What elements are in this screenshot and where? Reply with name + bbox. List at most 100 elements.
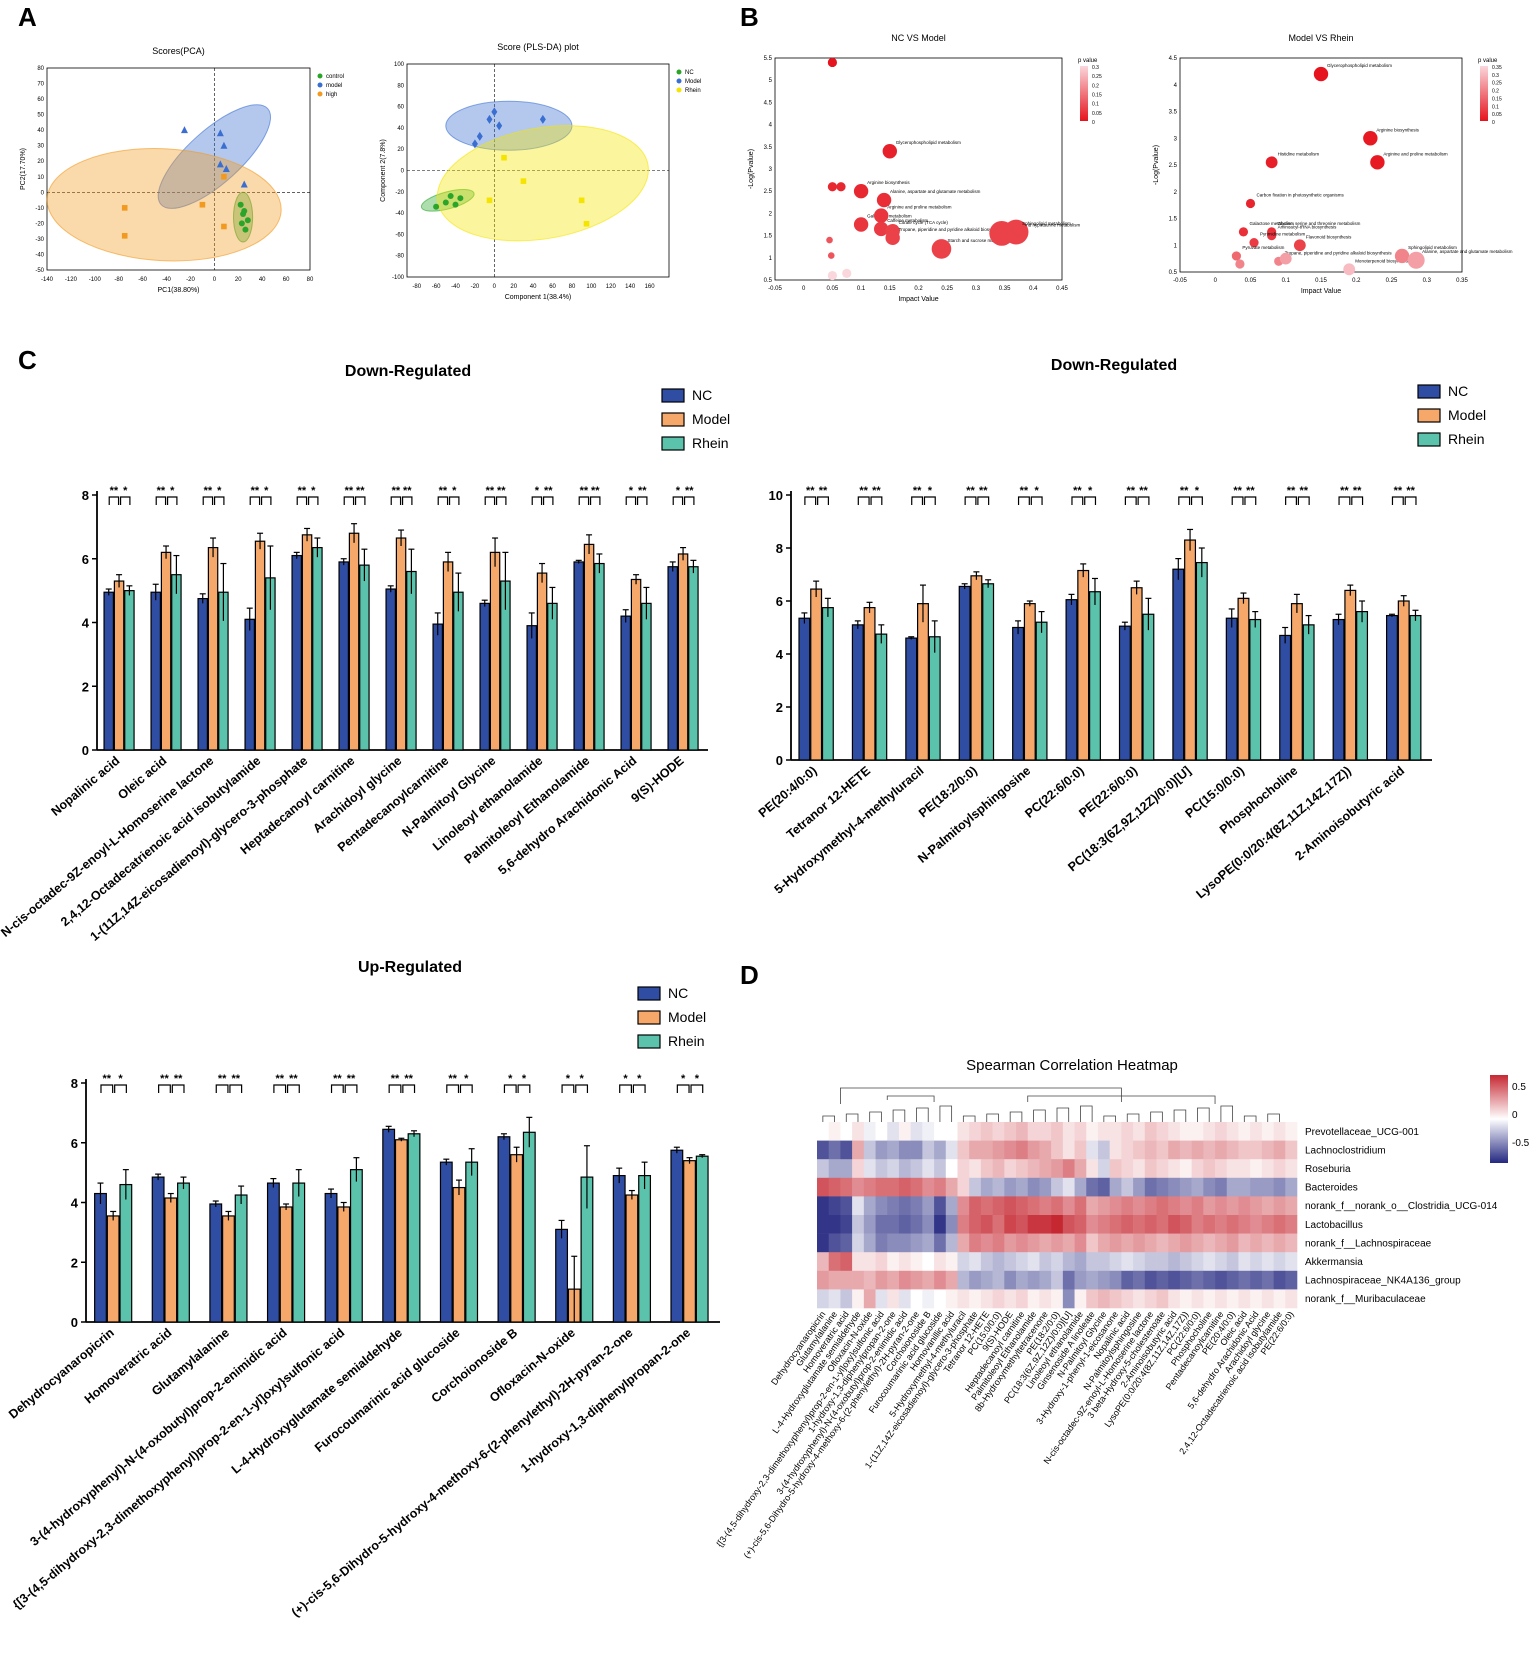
heatmap-cell-8-36 (1238, 1270, 1251, 1290)
bars-up-sig-label-2-0: ** (218, 1073, 227, 1085)
heatmap-cell-5-28 (1144, 1215, 1157, 1234)
bars-down-2-sig-label-11-0: ** (1394, 485, 1403, 497)
bubble-nc-model-xtick-5: 0.2 (914, 286, 923, 292)
heatmap-cell-9-11 (945, 1289, 958, 1309)
heatmap-cell-0-11 (945, 1122, 958, 1141)
heatmap-cell-8-15 (992, 1270, 1005, 1290)
heatmap-cell-4-3 (852, 1196, 865, 1216)
bars-down-1-sig-label-11-1: ** (638, 485, 647, 497)
heatmap-cell-5-12 (957, 1215, 970, 1234)
bubble-model-rhein-bubble-1 (1363, 131, 1378, 146)
heatmap-cell-0-19 (1039, 1122, 1052, 1141)
plsda-point-1-3 (496, 121, 503, 131)
pca-ytick-1: -40 (35, 252, 44, 258)
heatmap-cell-7-40 (1285, 1252, 1298, 1272)
bars-down-2-sig-label-6-0: ** (1126, 485, 1135, 497)
bubble-model-rhein-bubble-label-8: Pyrimidine metabolism (1260, 232, 1306, 237)
bars-down-1-legend-swatch-1 (661, 412, 685, 427)
bubble-model-rhein-bubble-7 (1267, 231, 1277, 241)
bubble-model-rhein-bubble-15 (1394, 248, 1410, 264)
heatmap-cell-0-31 (1179, 1122, 1192, 1141)
heatmap-row-label-5: Lactobacillus (1305, 1220, 1363, 1231)
heatmap-cell-1-15 (992, 1140, 1005, 1160)
bars-up-bar-1-0 (151, 1176, 165, 1323)
heatmap-cell-5-22 (1074, 1215, 1087, 1234)
bars-up-sig-bracket-6-0 (446, 1084, 460, 1093)
heatmap-cell-1-40 (1285, 1140, 1298, 1160)
plsda-legend-label-1: Model (685, 79, 701, 85)
bars-down-2-legend-swatch-2 (1417, 432, 1441, 447)
heatmap-cell-9-0 (817, 1289, 830, 1309)
bars-down-1-sig-bracket-12-1 (683, 496, 695, 505)
bars-down-2-bar-11-1 (1397, 600, 1410, 761)
bubble-model-rhein-bubble-9 (1293, 239, 1306, 252)
heatmap-row-label-7: Akkermansia (1305, 1257, 1363, 1268)
heatmap-cell-0-20 (1051, 1122, 1064, 1141)
bars-up-bar-6-1 (452, 1186, 466, 1323)
bubble-nc-model-bubble-14 (826, 236, 833, 244)
pca-ytick-7: 20 (37, 159, 44, 165)
bars-down-2-bar-3-1 (970, 575, 983, 761)
bars-down-1-ytick-4: 8 (82, 488, 89, 503)
bars-down-1-sig-label-8-1: ** (497, 485, 506, 497)
bubble-model-rhein-xlabel: Impact Value (1301, 288, 1341, 295)
bars-up-sig-label-1-0: ** (160, 1073, 169, 1085)
bars-up-sig-bracket-9-0 (619, 1084, 632, 1093)
bars-down-2-sig-bracket-9-0 (1285, 496, 1297, 505)
bars-down-2-bar-0-0 (798, 617, 811, 761)
bars-down-1-sig-label-6-0: ** (392, 485, 401, 497)
bars-down-1-bar-3-0 (244, 618, 255, 751)
bars-down-2-sig-bracket-2-0 (911, 496, 924, 505)
bars-down-2-bar-11-0 (1385, 614, 1398, 761)
pca-xlabel: PC1(38.80%) (157, 287, 199, 294)
bars-down-1-bar-4-2 (312, 546, 323, 751)
bars-down-1-sig-label-11-0: * (629, 485, 634, 497)
bubble-nc-model-bubble-label-6: Galactose metabolism (867, 214, 912, 219)
heatmap-cell-9-28 (1144, 1289, 1157, 1309)
bars-down-1-sig-bracket-3-1 (260, 496, 272, 505)
bars-up-sig-bracket-7-0 (503, 1084, 517, 1093)
pca-point-2-1 (121, 233, 128, 239)
heatmap-cell-0-24 (1097, 1122, 1110, 1141)
heatmap-cell-4-33 (1203, 1196, 1216, 1216)
bars-down-2-bar-6-1 (1130, 587, 1143, 761)
heatmap-cell-9-9 (922, 1289, 935, 1309)
heatmap-cell-4-28 (1144, 1196, 1157, 1216)
bars-up-bar-2-0 (209, 1203, 223, 1323)
heatmap-cell-3-39 (1273, 1177, 1286, 1197)
bars-down-1-bar-10-0 (573, 561, 584, 751)
pca-xtick-0: -140 (41, 277, 54, 283)
bars-up-sig-label-9-1: * (637, 1073, 642, 1085)
bars-down-1-sig-label-12-0: * (676, 485, 681, 497)
heatmap-cell-0-15 (992, 1122, 1005, 1141)
heatmap-cell-6-14 (980, 1233, 993, 1253)
bars-up-sig-bracket-9-1 (632, 1084, 646, 1093)
heatmap-cell-4-16 (1004, 1196, 1017, 1216)
heatmap-cell-1-32 (1191, 1140, 1204, 1160)
pca-point-1-2 (220, 141, 228, 149)
pca-legend-label-1: model (326, 83, 342, 89)
bubble-nc-model-bubble-label-9: Citrate cycle (TCA cycle) (899, 220, 949, 225)
heatmap-cell-9-23 (1086, 1289, 1099, 1309)
heatmap-cell-6-9 (922, 1233, 935, 1253)
heatmap-cell-3-22 (1074, 1177, 1087, 1197)
bubble-model-rhein-colorbar-tick-7: 0 (1492, 120, 1495, 126)
heatmap-cell-8-6 (887, 1270, 900, 1290)
bars-down-2-sig-label-3-0: ** (966, 485, 975, 497)
heatmap-cell-5-27 (1133, 1215, 1146, 1234)
bars-up-bar-0-1 (106, 1215, 120, 1323)
bars-down-1-sig-label-4-0: ** (298, 485, 307, 497)
heatmap-cell-5-8 (910, 1215, 923, 1234)
plsda-xtick-5: 20 (510, 284, 517, 290)
plsda-xtick-0: -80 (412, 284, 421, 290)
plsda-ytick-6: 20 (397, 147, 404, 153)
bars-down-1-sig-label-7-0: ** (439, 485, 448, 497)
heatmap-cell-7-14 (980, 1252, 993, 1272)
heatmap-cell-4-4 (863, 1196, 876, 1216)
heatmap-cell-7-36 (1238, 1252, 1251, 1272)
heatmap-cell-3-34 (1215, 1177, 1228, 1197)
bubble-model-rhein-bubble-8 (1249, 237, 1259, 248)
plsda-xtick-12: 160 (645, 284, 656, 290)
bubble-model-rhein-colorbar-tick-1: 0.3 (1492, 73, 1499, 79)
heatmap-cell-9-19 (1039, 1289, 1052, 1309)
